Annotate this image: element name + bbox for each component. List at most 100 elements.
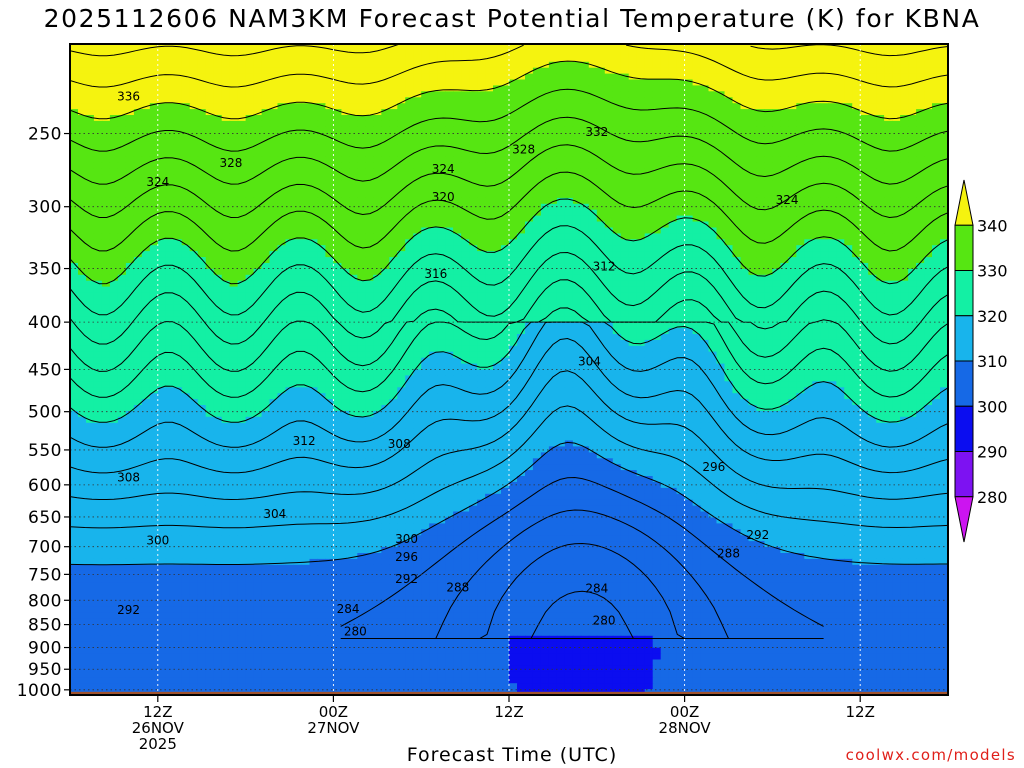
heat-cell [580, 298, 590, 305]
heat-cell [604, 221, 614, 228]
heat-cell [525, 174, 534, 181]
heat-cell [333, 150, 342, 157]
heat-cell [908, 245, 917, 252]
heat-cell [149, 91, 159, 98]
heat-cell [532, 103, 542, 110]
heat-cell [540, 126, 550, 134]
heat-cell [317, 180, 326, 187]
heat-cell [620, 115, 630, 122]
heat-cell [301, 292, 311, 300]
heat-cell [149, 209, 159, 217]
heat-cell [916, 245, 925, 252]
heat-cell [740, 91, 750, 98]
heat-cell [141, 268, 151, 276]
heat-cell [133, 109, 143, 116]
heat-cell [309, 239, 319, 246]
heat-cell [700, 55, 710, 63]
heat-cell [189, 221, 199, 228]
heat-cell [453, 233, 462, 240]
heat-cell [548, 115, 558, 122]
heat-cell [668, 79, 678, 86]
heat-cell [373, 251, 382, 258]
heat-cell [844, 150, 853, 157]
heat-cell [676, 197, 686, 205]
heat-cell [277, 251, 287, 258]
heat-cell [860, 280, 869, 288]
heat-cell [836, 245, 845, 252]
heat-cell [461, 197, 470, 205]
heat-cell [221, 310, 231, 317]
heat-cell [796, 197, 805, 205]
heat-cell [596, 162, 606, 169]
heat-cell [269, 263, 279, 270]
heat-cell [317, 168, 326, 175]
heat-cell [349, 55, 358, 63]
heat-cell [525, 304, 534, 311]
heat-cell [309, 174, 319, 181]
heat-cell [78, 162, 87, 169]
heat-cell [876, 103, 885, 110]
heat-cell [924, 109, 933, 116]
heat-cell [860, 203, 869, 211]
heat-cell [509, 239, 518, 246]
heat-cell [548, 132, 558, 140]
heat-cell [389, 115, 398, 122]
heat-cell [141, 292, 151, 300]
heat-cell [501, 192, 510, 199]
heat-cell [580, 227, 590, 234]
heat-cell [405, 150, 414, 157]
heat-cell [237, 55, 247, 63]
heat-cell [149, 310, 159, 317]
heat-cell [788, 168, 797, 175]
heat-cell [740, 215, 750, 223]
heat-cell [293, 227, 303, 234]
heat-cell [86, 103, 95, 110]
heat-cell [197, 197, 207, 205]
heat-cell [269, 174, 279, 181]
heat-cell [509, 79, 518, 86]
heat-cell [692, 91, 702, 98]
heat-cell [397, 257, 406, 264]
heat-cell [572, 55, 582, 63]
heat-cell [397, 310, 406, 317]
heat-cell [493, 103, 502, 110]
heat-cell [780, 73, 789, 81]
heat-cell [916, 227, 925, 234]
heat-cell [756, 286, 765, 294]
heat-cell [445, 304, 454, 311]
heat-cell [924, 239, 933, 246]
heat-cell [652, 55, 662, 63]
heat-cell [197, 310, 207, 317]
heat-cell [373, 286, 382, 294]
heat-cell [732, 245, 742, 252]
heat-cell [197, 268, 207, 276]
heat-cell [580, 251, 590, 258]
heat-cell [117, 186, 127, 193]
heat-cell [253, 257, 263, 264]
heat-cell [812, 233, 821, 240]
heat-cell [644, 120, 654, 128]
heat-cell [756, 103, 765, 110]
heat-cell [253, 268, 263, 276]
heat-cell [628, 61, 638, 69]
heat-cell [716, 174, 726, 181]
heat-cell [924, 274, 933, 282]
heat-cell [357, 180, 366, 187]
heat-cell [389, 120, 398, 128]
heat-cell [333, 144, 342, 152]
heat-cell [413, 197, 422, 205]
heat-cell [852, 79, 861, 86]
heat-cell [253, 138, 263, 146]
heat-cell [812, 61, 821, 69]
heat-cell [317, 251, 326, 258]
heat-cell [181, 144, 191, 152]
heat-cell [133, 132, 143, 140]
heat-cell [229, 263, 239, 270]
heat-cell [477, 126, 486, 134]
heat-cell [477, 180, 486, 187]
heat-cell [70, 274, 79, 282]
heat-cell [101, 215, 111, 223]
heat-cell [317, 126, 326, 134]
heat-cell [357, 239, 366, 246]
heat-cell [245, 97, 255, 104]
